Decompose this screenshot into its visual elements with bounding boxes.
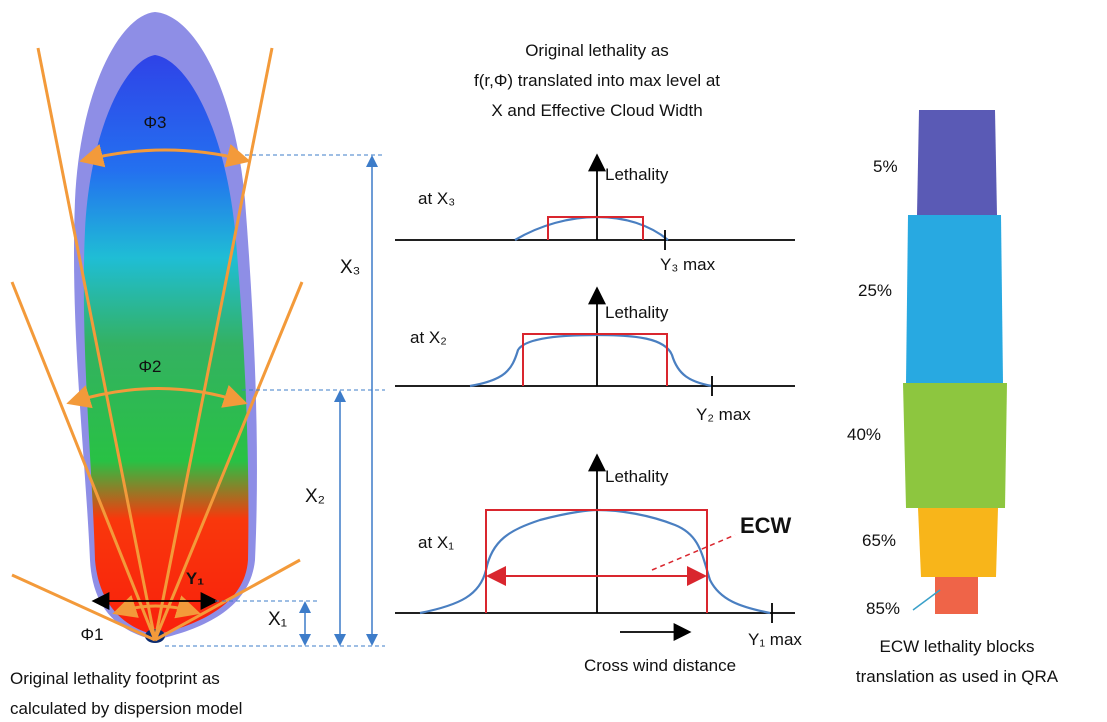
max-label: Y₁ max (748, 630, 802, 649)
caption: ECW lethality blocks (880, 637, 1035, 656)
title: X and Effective Cloud Width (491, 101, 702, 120)
blocks (903, 110, 1007, 614)
max-label: Y₃ max (660, 255, 716, 274)
max-label: Y₂ max (696, 405, 751, 424)
phi-label: Φ1 (80, 625, 103, 644)
caption: calculated by dispersion model (10, 699, 242, 718)
y-label: Y₁ (186, 569, 204, 588)
block-label: 40% (847, 425, 881, 444)
x-label: X₃ (340, 257, 360, 278)
ecw-label: ECW (740, 513, 792, 538)
diagram: Φ3 Φ2 Φ1 Y₁ X₃ X₂ X₁ Original lethality … (0, 0, 1107, 722)
axis-label: Lethality (605, 303, 669, 322)
caption: Original lethality footprint as (10, 669, 220, 688)
footprint (74, 12, 257, 643)
block-label: 85% (866, 599, 900, 618)
phi-label: Φ3 (143, 113, 166, 132)
position-label: at X₃ (418, 189, 455, 208)
title: Original lethality as (525, 41, 669, 60)
position-label: at X₂ (410, 328, 447, 347)
caption: translation as used in QRA (856, 667, 1059, 686)
block-label: 25% (858, 281, 892, 300)
x-label: X₂ (305, 486, 325, 507)
panel (395, 290, 795, 396)
x-axis-label: Cross wind distance (584, 656, 736, 675)
block-label: 5% (873, 157, 898, 176)
phi-label: Φ2 (138, 357, 161, 376)
panel (395, 457, 795, 632)
axis-label: Lethality (605, 165, 669, 184)
axis-label: Lethality (605, 467, 669, 486)
block-label: 65% (862, 531, 896, 550)
x-label: X₁ (268, 609, 287, 630)
position-label: at X₁ (418, 533, 454, 552)
title: f(r,Φ) translated into max level at (474, 71, 720, 90)
